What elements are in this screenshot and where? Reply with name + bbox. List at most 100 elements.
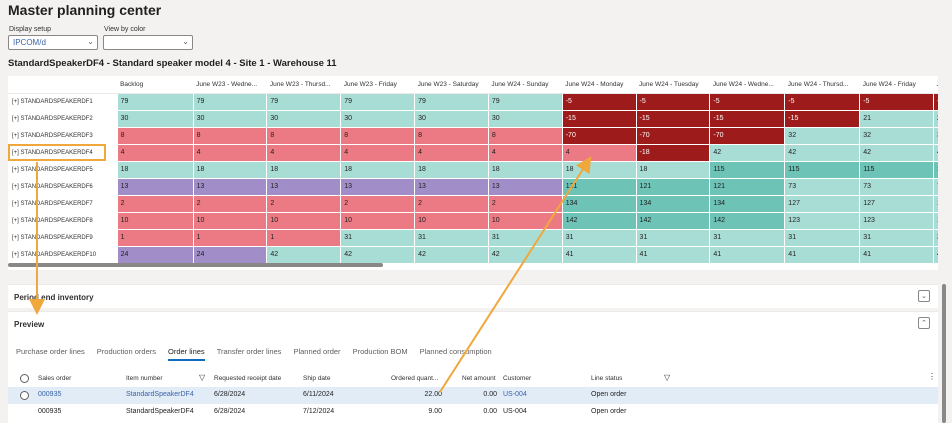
grid-cell[interactable]: -15 [561, 109, 637, 128]
tab-order-lines[interactable]: Order lines [168, 347, 205, 361]
table-row[interactable]: 000935 StandardSpeakerDF4 6/28/2024 7/12… [8, 404, 938, 421]
grid-cell[interactable]: -70 [635, 126, 711, 145]
grid-cell[interactable]: 121 [635, 177, 711, 196]
grid-cell[interactable]: 18 [635, 160, 711, 179]
filter-icon[interactable]: ▽ [199, 373, 206, 382]
grid-row-label[interactable]: [+] STANDARDSPEAKERDF2 [8, 109, 118, 128]
grid-cell[interactable]: 127 [859, 194, 935, 213]
grid-cell[interactable]: -15 [635, 109, 711, 128]
grid-cell[interactable]: 73 [933, 177, 938, 196]
tab-planned-order[interactable]: Planned order [293, 347, 341, 356]
grid-cell[interactable]: -5 [784, 92, 861, 111]
grid-cell[interactable]: -5 [561, 92, 637, 111]
customer-link[interactable]: US-004 [503, 391, 527, 398]
grid-row[interactable]: [+] STANDARDSPEAKERDF1 79 79 79 79 79 79 -5 -5 -5… [8, 92, 938, 111]
grid-cell[interactable]: 134 [561, 194, 637, 213]
grid-cell[interactable]: 127 [933, 194, 938, 213]
col-requested-receipt-date[interactable]: Requested receipt date [214, 375, 282, 382]
grid-cell[interactable]: 8 [192, 126, 268, 145]
grid-row-label[interactable]: [+] STANDARDSPEAKERDF8 [8, 211, 118, 230]
tab-production-bom[interactable]: Production BOM [352, 347, 408, 356]
grid-cell[interactable]: 13 [116, 177, 194, 196]
grid-row[interactable]: [+] STANDARDSPEAKERDF7 2 2 2 2 2 2 134 134 134 127… [8, 194, 938, 213]
grid-row-label[interactable]: [+] STANDARDSPEAKERDF9 [8, 228, 118, 247]
period-end-panel[interactable]: Period end inventory ⌄ [8, 284, 938, 308]
col-sales-order[interactable]: Sales order [38, 375, 72, 382]
col-ship-date[interactable]: Ship date [303, 375, 331, 382]
grid-cell[interactable]: 10 [192, 211, 268, 230]
grid-cell[interactable]: 30 [192, 109, 268, 128]
grid-cell[interactable]: -18 [635, 143, 711, 162]
grid-cell[interactable]: 4 [561, 143, 637, 162]
grid-cell[interactable]: 134 [635, 194, 711, 213]
grid-cell[interactable]: 31 [859, 228, 935, 247]
horizontal-scrollbar[interactable] [8, 263, 383, 267]
grid-cell[interactable]: 73 [859, 177, 935, 196]
grid-cell[interactable]: 10 [340, 211, 416, 230]
view-by-color-select[interactable]: ⌄ [103, 35, 193, 50]
grid-cell[interactable]: 4 [340, 143, 416, 162]
grid-cell[interactable]: -70 [709, 126, 786, 145]
grid-cell[interactable]: 10 [487, 211, 563, 230]
grid-cell[interactable]: 42 [266, 245, 342, 264]
col-customer[interactable]: Customer [503, 375, 532, 382]
customer[interactable]: US-004 [503, 408, 527, 415]
grid-cell[interactable]: 18 [414, 160, 489, 179]
grid-row-label[interactable]: [+] STANDARDSPEAKERDF10 [8, 245, 118, 264]
row-select-radio[interactable] [20, 391, 29, 400]
grid-cell[interactable]: 32 [933, 126, 938, 145]
grid-row[interactable]: [+] STANDARDSPEAKERDF10 24 24 42 42 42 42 41 41 4… [8, 245, 938, 264]
grid-cell[interactable]: 121 [561, 177, 637, 196]
grid-cell[interactable]: 13 [266, 177, 342, 196]
grid-row-label[interactable]: [+] STANDARDSPEAKERDF5 [8, 160, 118, 179]
grid-cell[interactable]: 18 [116, 160, 194, 179]
tab-planned-consumption[interactable]: Planned consumption [419, 347, 492, 356]
grid-cell[interactable]: 41 [635, 245, 711, 264]
grid-cell[interactable]: 8 [116, 126, 194, 145]
grid-cell[interactable]: 24 [116, 245, 194, 264]
grid-cell[interactable]: -5 [859, 92, 935, 111]
grid-cell[interactable]: 42 [859, 143, 935, 162]
grid-cell[interactable]: 4 [487, 143, 563, 162]
grid-cell[interactable]: 41 [561, 245, 637, 264]
grid-cell[interactable]: 4 [266, 143, 342, 162]
grid-row-label[interactable]: [+] STANDARDSPEAKERDF6 [8, 177, 118, 196]
grid-cell[interactable]: 79 [116, 92, 194, 111]
grid-cell[interactable]: 31 [561, 228, 637, 247]
col-line-status[interactable]: Line status [591, 375, 623, 382]
grid-cell[interactable]: -15 [709, 109, 786, 128]
grid-cell[interactable]: 42 [487, 245, 563, 264]
grid-cell[interactable]: 13 [192, 177, 268, 196]
tab-production-orders[interactable]: Production orders [96, 347, 156, 356]
grid-row[interactable]: [+] STANDARDSPEAKERDF6 13 13 13 13 13 13 121 121… [8, 177, 938, 196]
grid-row-label[interactable]: [+] STANDARDSPEAKERDF4 [8, 143, 118, 162]
grid-cell[interactable]: 41 [859, 245, 935, 264]
grid-cell[interactable]: 31 [709, 228, 786, 247]
chevron-up-icon[interactable]: ⌃ [918, 317, 930, 329]
grid-cell[interactable]: 31 [414, 228, 489, 247]
grid-cell[interactable]: 41 [709, 245, 786, 264]
grid-cell[interactable]: 1 [116, 228, 194, 247]
grid-cell[interactable]: 123 [933, 211, 938, 230]
grid-cell[interactable]: 10 [116, 211, 194, 230]
vertical-scrollbar[interactable] [942, 284, 946, 423]
grid-cell[interactable]: 42 [933, 143, 938, 162]
grid-cell[interactable]: 142 [635, 211, 711, 230]
grid-cell[interactable]: 2 [116, 194, 194, 213]
grid-cell[interactable]: 8 [340, 126, 416, 145]
chevron-down-icon[interactable]: ⌄ [918, 290, 930, 302]
select-all-radio[interactable] [20, 374, 29, 383]
col-ordered-quantity[interactable]: Ordered quant... [391, 375, 439, 382]
grid-cell[interactable]: 73 [784, 177, 861, 196]
grid-cell[interactable]: 79 [414, 92, 489, 111]
grid-cell[interactable]: 42 [340, 245, 416, 264]
more-options-icon[interactable]: ⋮ [928, 372, 936, 381]
grid-cell[interactable]: 42 [709, 143, 786, 162]
grid-cell[interactable]: 142 [709, 211, 786, 230]
grid-row-label[interactable]: [+] STANDARDSPEAKERDF3 [8, 126, 118, 145]
grid-cell[interactable]: 79 [266, 92, 342, 111]
grid-cell[interactable]: 121 [709, 177, 786, 196]
grid-cell[interactable]: 142 [561, 211, 637, 230]
grid-cell[interactable]: 2 [414, 194, 489, 213]
